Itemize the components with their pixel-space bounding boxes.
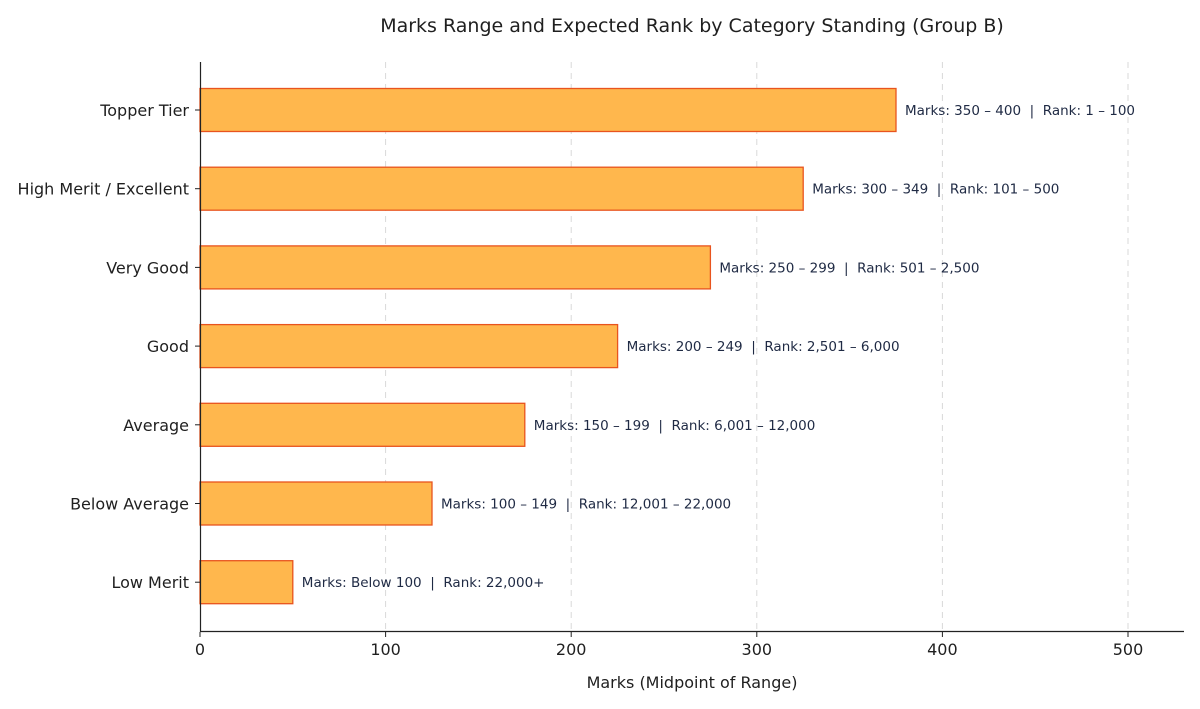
bar-data-label: Marks: Below 100 | Rank: 22,000+: [302, 575, 545, 591]
bar: [199, 87, 897, 133]
x-tick-label: 100: [370, 640, 401, 659]
category-label: High Merit / Excellent: [18, 180, 189, 199]
chart-title: Marks Range and Expected Rank by Categor…: [380, 15, 1004, 37]
bar: [199, 245, 712, 290]
bar-data-label: Marks: 300 – 349 | Rank: 101 – 500: [812, 182, 1059, 198]
category-label: Very Good: [106, 258, 189, 277]
bars: [199, 87, 897, 605]
bar-data-label: Marks: 350 – 400 | Rank: 1 – 100: [905, 103, 1135, 119]
bar-data-label: Marks: 200 – 249 | Rank: 2,501 – 6,000: [627, 339, 900, 355]
category-label: Below Average: [70, 495, 189, 514]
x-tick-label: 0: [195, 640, 205, 659]
category-labels: Topper Tier High Merit / Excellent Very Go…: [18, 101, 200, 592]
bar-data-label: Marks: 100 – 149 | Rank: 12,001 – 22,000: [441, 497, 731, 513]
x-axis-label: Marks (Midpoint of Range): [587, 673, 798, 692]
data-labels: Marks: 350 – 400 | Rank: 1 – 100 Marks: 3…: [302, 103, 1135, 591]
bar: [199, 481, 433, 526]
x-tick-label: 300: [742, 640, 773, 659]
bar: [199, 560, 294, 605]
bar-data-label: Marks: 150 – 199 | Rank: 6,001 – 12,000: [534, 418, 816, 434]
x-tick-label: 200: [556, 640, 587, 659]
category-label: Good: [147, 337, 189, 356]
x-tick-label: 500: [1113, 640, 1144, 659]
bar-data-label: Marks: 250 – 299 | Rank: 501 – 2,500: [719, 260, 979, 276]
bar: [199, 402, 526, 447]
bar: [199, 323, 619, 369]
gridlines: [385, 62, 1129, 632]
x-tick-label: 400: [927, 640, 958, 659]
category-label: Average: [123, 416, 189, 435]
bar: [199, 166, 804, 211]
category-label: Low Merit: [111, 573, 189, 592]
category-label: Topper Tier: [99, 101, 189, 120]
x-ticks: 0 100 200 300 400 500: [195, 632, 1143, 659]
